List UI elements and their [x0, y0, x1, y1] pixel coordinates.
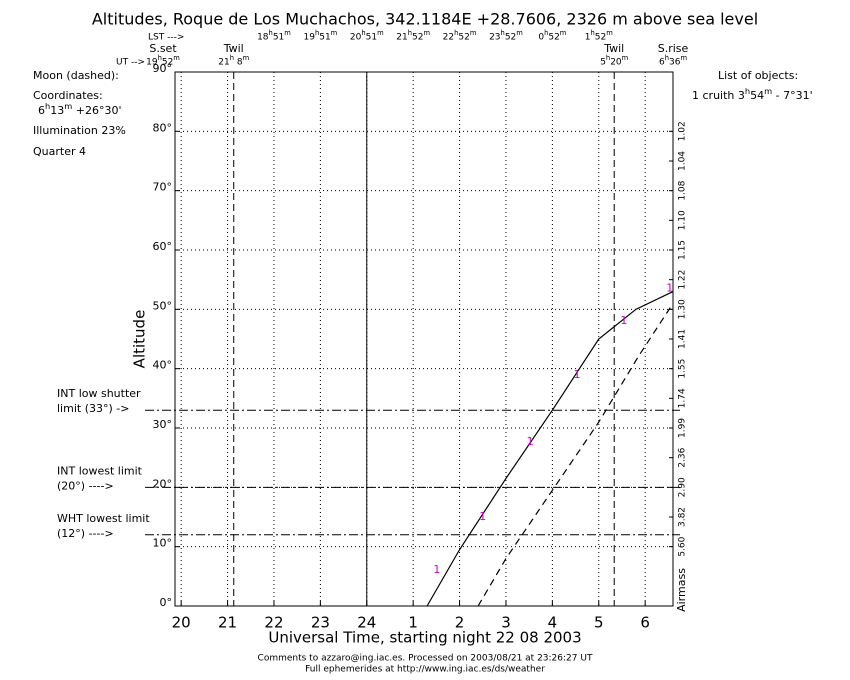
y-tick-label: 30°: [153, 418, 173, 431]
limit-label: INT low shutter: [57, 387, 141, 400]
limit-label: (20°) ---->: [57, 479, 114, 492]
limit-label: limit (33°) ->: [57, 402, 129, 415]
footer-line: Full ephemerides at http://www.ing.iac.e…: [305, 665, 545, 675]
x-tick-label: 5: [594, 614, 604, 632]
y-tick-label: 40°: [153, 359, 173, 372]
y-tick-label: 50°: [153, 299, 173, 312]
event-name: Twil: [223, 42, 244, 55]
x-tick-label: 2: [455, 614, 465, 632]
limit-label: WHT lowest limit: [57, 512, 150, 525]
ut-label: UT -->: [116, 58, 145, 68]
object-marker: 1: [527, 435, 534, 448]
airmass-tick-label: 1.22: [678, 270, 688, 290]
x-tick-label: 24: [357, 614, 376, 632]
airmass-tick-label: 1.02: [678, 121, 688, 141]
objects-title: List of objects:: [718, 69, 798, 82]
y-tick-label: 80°: [153, 121, 173, 134]
airmass-tick-label: 3.82: [678, 507, 688, 527]
airmass-tick-label: 5.60: [678, 536, 688, 556]
y-tick-label: 60°: [153, 240, 173, 253]
airmass-tick-label: 1.04: [678, 151, 688, 171]
object-marker: 1: [433, 563, 440, 576]
moon-info: Illumination 23%: [33, 124, 126, 137]
y-tick-label: 70°: [153, 181, 173, 194]
y-axis-label: Altitude: [131, 310, 149, 369]
event-name: S.set: [149, 42, 177, 55]
airmass-tick-label: 1.08: [678, 180, 688, 200]
lst-label: 22h52m: [443, 29, 477, 43]
plot-frame: [174, 71, 674, 607]
object-entry: 1 cruith 3h54m - 7°31': [692, 86, 813, 103]
x-tick-label: 4: [548, 614, 558, 632]
y-tick-label: 10°: [153, 537, 173, 550]
limit-label: INT lowest limit: [57, 464, 143, 477]
x-tick-label: 20: [172, 614, 191, 632]
moon-info: 6h13m +26°30': [38, 101, 122, 118]
airmass-tick-label: 1.10: [678, 210, 688, 230]
x-axis-label: Universal Time, starting night 22 08 200…: [268, 629, 581, 647]
x-tick-label: 1: [408, 614, 418, 632]
event-time: 21h 8m: [218, 54, 249, 68]
airmass-tick-label: 1.99: [678, 418, 688, 438]
series-line: [477, 303, 674, 607]
airmass-tick-label: 1.41: [678, 329, 688, 349]
lst-label: 23h52m: [489, 29, 523, 43]
airmass-tick-label: 1.74: [678, 388, 688, 408]
moon-info: Quarter 4: [33, 145, 86, 158]
x-tick-label: 6: [640, 614, 650, 632]
limit-label: (12°) ---->: [57, 527, 114, 540]
moon-info: Moon (dashed):: [33, 69, 119, 82]
lst-label: LST --->: [148, 33, 184, 43]
object-marker: 1: [666, 282, 673, 295]
chart-title: Altitudes, Roque de Los Muchachos, 342.1…: [92, 10, 758, 29]
object-marker: 1: [573, 368, 580, 381]
x-tick-label: 23: [311, 614, 330, 632]
airmass-tick-label: 1.15: [678, 240, 688, 260]
lst-label: 19h51m: [303, 29, 337, 43]
object-marker: 1: [620, 314, 627, 327]
airmass-tick-label: 2.90: [678, 477, 688, 497]
y-tick-label: 20°: [153, 477, 173, 490]
event-time: 19h52m: [146, 54, 180, 68]
event-name: Twil: [603, 42, 624, 55]
airmass-tick-label: 1.30: [678, 299, 688, 319]
lst-label: 18h51m: [257, 29, 291, 43]
object-marker: 1: [479, 510, 486, 523]
x-tick-label: 21: [218, 614, 237, 632]
y-tick-label: 0°: [160, 596, 173, 609]
y-tick-label: 90°: [153, 62, 173, 75]
event-name: S.rise: [658, 42, 689, 55]
airmass-tick-label: 2.36: [678, 447, 688, 467]
x-tick-label: 3: [501, 614, 511, 632]
airmass-label: Airmass: [675, 568, 688, 612]
moon-info: Coordinates:: [33, 89, 103, 102]
x-tick-label: 22: [264, 614, 283, 632]
lst-label: 21h52m: [396, 29, 430, 43]
airmass-tick-label: 1.55: [678, 359, 688, 379]
lst-label: 20h51m: [350, 29, 384, 43]
series-line: [426, 290, 674, 607]
footer-line: Comments to azzaro@ing.iac.es. Processed…: [258, 654, 593, 664]
